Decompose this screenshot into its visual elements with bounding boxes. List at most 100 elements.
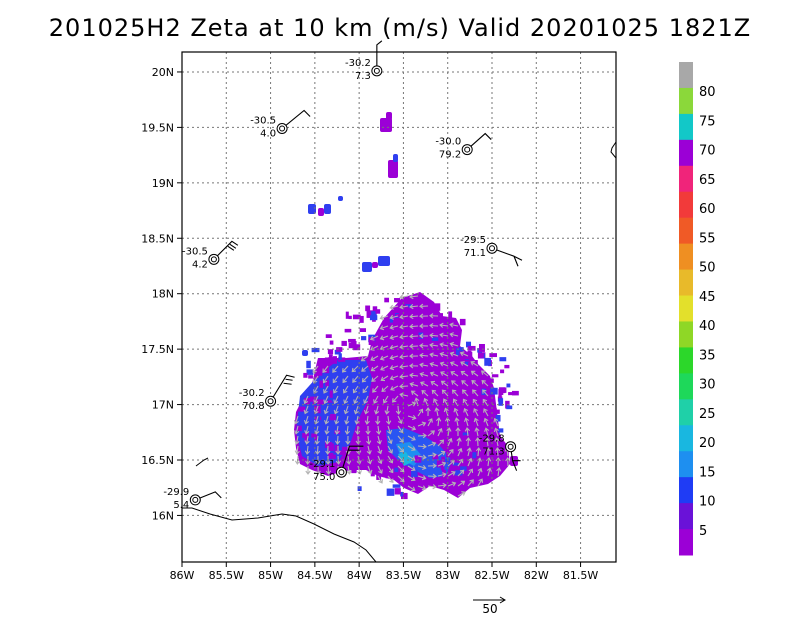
wind-vector xyxy=(409,313,419,320)
wind-vector xyxy=(470,370,479,377)
wind-vector xyxy=(494,447,501,457)
echo-speckle xyxy=(458,347,464,352)
wind-barb xyxy=(340,445,364,473)
wind-vector xyxy=(397,445,405,453)
echo-speckle xyxy=(336,347,343,352)
wind-vector xyxy=(467,479,474,487)
wind-vector xyxy=(369,335,379,341)
wind-vector xyxy=(324,435,331,445)
echo-speckle xyxy=(304,397,312,402)
wind-vector xyxy=(464,427,470,437)
echo-cell xyxy=(302,350,308,356)
wind-vector xyxy=(314,425,320,435)
wind-vector xyxy=(453,407,459,417)
wind-vector xyxy=(389,324,399,330)
wind-vector xyxy=(449,322,459,328)
wind-vector xyxy=(389,314,399,320)
wind-vector xyxy=(304,445,311,455)
wind-vector xyxy=(361,365,369,372)
wind-vector xyxy=(303,405,309,415)
colorbar-label: 20 xyxy=(699,436,716,451)
echo-speckle xyxy=(465,341,472,348)
station-temperature: -29.8 xyxy=(479,434,505,445)
colorbar-label: 75 xyxy=(699,114,716,129)
echo-speckle xyxy=(368,337,375,345)
echo-speckle xyxy=(325,412,331,416)
wind-vector xyxy=(461,389,469,397)
wind-vector xyxy=(399,344,409,350)
echo-speckle xyxy=(489,353,498,358)
y-tick-label: 18N xyxy=(152,288,174,301)
wind-vector xyxy=(389,375,399,381)
y-tick-label: 16.5N xyxy=(141,454,174,467)
colorbar-segment xyxy=(679,503,693,530)
echo-speckle xyxy=(478,373,483,377)
station-circle-outer xyxy=(265,395,277,407)
echo-cell xyxy=(372,262,378,268)
wind-vector xyxy=(447,448,454,457)
wind-vector xyxy=(363,395,369,404)
echo-cell xyxy=(318,208,324,216)
wind-vector xyxy=(365,425,371,435)
echo-speckle xyxy=(306,360,311,369)
echo-speckle xyxy=(310,396,318,402)
echo-speckle xyxy=(369,315,378,321)
wind-vector xyxy=(439,361,449,367)
wind-vector xyxy=(379,315,389,321)
echo-speckle xyxy=(325,380,330,387)
echo-speckle xyxy=(333,356,337,364)
wind-barb xyxy=(270,374,295,402)
echo-speckle xyxy=(402,322,409,329)
wind-vector xyxy=(481,379,489,387)
echo-speckle xyxy=(467,434,473,442)
axes: 86W 85.5W 85W 84.5W 84W 83.5W 83W 82.5W 82W 81.5W… xyxy=(141,51,617,582)
wind-vector xyxy=(370,365,379,372)
observation-station: -30.0 79.2 xyxy=(435,132,492,161)
wind-vector xyxy=(409,372,419,379)
station-temperature: -30.5 xyxy=(182,246,208,257)
echo-speckle xyxy=(466,426,474,430)
echo-speckle xyxy=(306,369,314,375)
wind-vector xyxy=(457,447,463,457)
colorbar-segment xyxy=(679,113,693,141)
echo-speckle xyxy=(389,317,394,323)
echo-speckle xyxy=(298,406,306,412)
wind-vector xyxy=(324,425,330,435)
echo-speckle xyxy=(419,480,424,489)
wind-vector xyxy=(334,435,341,445)
echo-speckle xyxy=(319,380,324,388)
wind-vector xyxy=(429,313,439,319)
wind-vector xyxy=(294,445,300,455)
echo-speckle xyxy=(340,450,347,455)
wind-vector xyxy=(332,375,339,384)
echo-cell xyxy=(308,204,316,214)
x-tick-label: 85.5W xyxy=(209,569,244,582)
x-tick-label: 84W xyxy=(347,569,372,582)
wind-vector xyxy=(494,437,500,447)
echo-speckle xyxy=(428,304,435,311)
wind-barb xyxy=(281,109,311,129)
echo-speckle xyxy=(459,318,466,326)
wind-vector xyxy=(385,415,392,425)
station-temperature: -29.9 xyxy=(163,487,189,498)
echo-speckle xyxy=(459,448,466,452)
colorbar-label: 35 xyxy=(699,348,716,363)
x-tick-label: 83W xyxy=(435,569,460,582)
wind-vector xyxy=(409,323,419,330)
wind-vector xyxy=(419,313,429,319)
wind-vector xyxy=(325,445,331,455)
wind-vector xyxy=(361,375,369,383)
wind-vector xyxy=(451,380,459,387)
echo-speckle xyxy=(348,342,354,349)
echo-speckle xyxy=(311,433,316,438)
wind-vector xyxy=(343,405,349,415)
echo-speckle xyxy=(438,313,443,318)
wind-vector xyxy=(399,314,409,320)
echo-speckle xyxy=(485,432,493,439)
echo-speckle xyxy=(464,351,473,360)
wind-vector xyxy=(377,465,383,474)
wind-vector xyxy=(374,405,380,415)
wind-vector xyxy=(367,465,373,475)
wind-vector xyxy=(364,415,370,425)
echo-speckle xyxy=(394,488,401,495)
